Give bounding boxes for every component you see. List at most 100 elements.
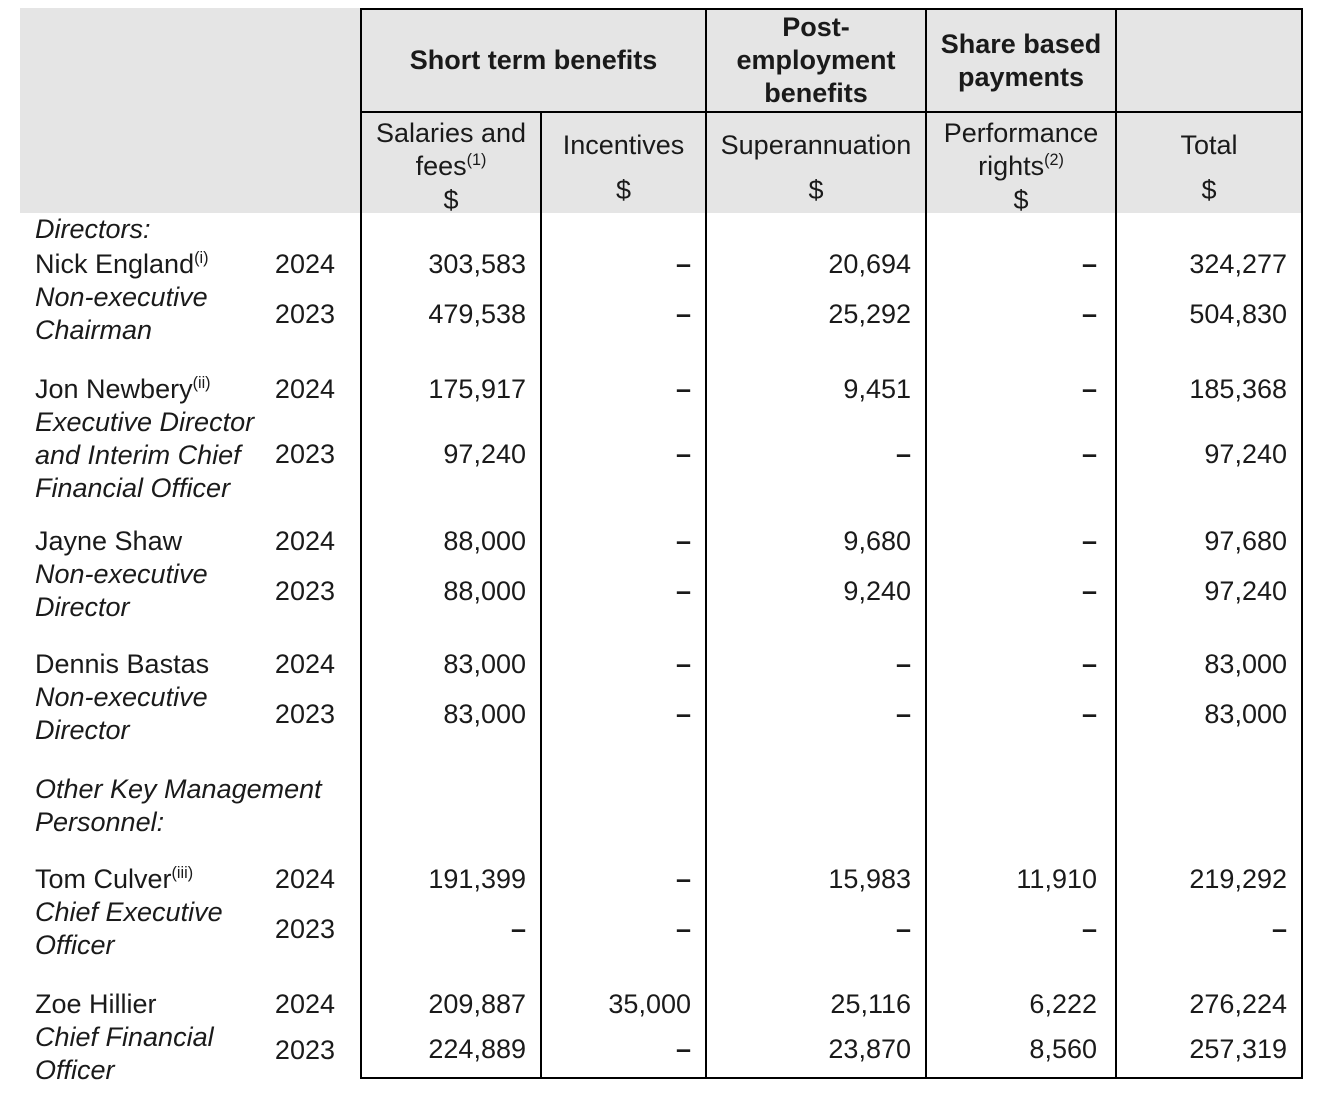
value-cell: 83,000	[1115, 648, 1303, 681]
person-name: Jon Newbery(ii)	[35, 374, 211, 404]
footnote-marker: (i)	[194, 249, 209, 267]
col-unit: $	[615, 175, 632, 205]
value-cell: 25,116	[705, 988, 925, 1021]
value-cell: 9,451	[705, 373, 925, 406]
value-cell: 20,694	[705, 248, 925, 281]
value-cell: 15,983	[705, 863, 925, 896]
value-cell: –	[540, 373, 705, 406]
value-cell: 209,887	[360, 988, 540, 1021]
value-cell: –	[705, 406, 925, 503]
year-label: 2023	[274, 1034, 335, 1065]
spacer	[1115, 624, 1303, 648]
value-cell: 97,240	[1115, 406, 1303, 503]
value-cell: 185,368	[1115, 373, 1303, 406]
spacer	[540, 503, 705, 525]
group-header-short-term-benefits: Short term benefits	[360, 8, 705, 113]
spacer	[925, 839, 1115, 863]
spacer	[20, 503, 360, 525]
col-unit: $	[1013, 185, 1029, 215]
person-row: Jayne Shaw 2024	[20, 525, 360, 558]
person-title: Non-executive Director	[35, 559, 208, 622]
value-cell: 25,292	[705, 281, 925, 347]
footnote-marker: (ii)	[192, 374, 211, 392]
footnote-marker: (1)	[466, 151, 487, 169]
spacer	[360, 962, 540, 988]
value-cell: –	[925, 681, 1115, 747]
person-row: Nick England(i) 2024	[20, 248, 360, 281]
person-row: Chief Executive Officer 2023	[20, 896, 360, 962]
year-label: 2024	[274, 249, 335, 279]
value-cell: –	[540, 281, 705, 347]
footnote-marker: (2)	[1044, 151, 1064, 169]
col-header-label: Incentives	[562, 129, 685, 160]
spacer	[360, 747, 540, 773]
person-name: Jayne Shaw	[35, 526, 183, 556]
spacer	[705, 962, 925, 988]
spacer	[705, 624, 925, 648]
value-cell: –	[1115, 896, 1303, 962]
col-header-performance-rights: Performance rights(2) $	[925, 113, 1115, 215]
col-header-incentives: Incentives $	[540, 113, 705, 213]
value-cell: 9,240	[705, 558, 925, 624]
value-cell: 9,680	[705, 525, 925, 558]
person-title: Non-executive Chairman	[35, 282, 208, 345]
spacer	[925, 747, 1115, 773]
value-cell: –	[925, 406, 1115, 503]
value-cell: 8,560	[925, 1021, 1115, 1079]
person-row: Chief Financial Officer 2023	[20, 1021, 360, 1085]
year-label: 2024	[274, 374, 335, 404]
spacer	[540, 624, 705, 648]
value-cell: 504,830	[1115, 281, 1303, 347]
spacer	[540, 347, 705, 373]
empty-cell	[360, 773, 540, 839]
spacer	[1115, 503, 1303, 525]
value-cell: 219,292	[1115, 863, 1303, 896]
value-cell: 88,000	[360, 525, 540, 558]
person-row: Non-executive Director 2023	[20, 558, 360, 624]
col-header-total: Total $	[1115, 113, 1303, 213]
year-label: 2024	[274, 864, 335, 894]
value-cell: –	[925, 281, 1115, 347]
spacer	[925, 503, 1115, 525]
value-cell: 324,277	[1115, 248, 1303, 281]
value-cell: 97,240	[360, 406, 540, 503]
year-label: 2023	[274, 439, 335, 469]
spacer	[360, 624, 540, 648]
empty-cell	[1115, 213, 1303, 248]
section-label-directors: Directors:	[35, 214, 151, 244]
value-cell: –	[925, 248, 1115, 281]
group-header-post-employment-benefits: Post-employment benefits	[705, 8, 925, 113]
spacer	[705, 503, 925, 525]
value-cell: –	[925, 558, 1115, 624]
spacer	[705, 747, 925, 773]
person-title: Non-executive Director	[35, 682, 208, 745]
value-cell: –	[925, 373, 1115, 406]
value-cell: –	[705, 648, 925, 681]
empty-cell	[705, 213, 925, 248]
empty-cell	[925, 773, 1115, 839]
value-cell: 276,224	[1115, 988, 1303, 1021]
person-name: Zoe Hillier	[35, 989, 157, 1019]
group-header-share-based-payments: Share based payments	[925, 8, 1115, 113]
value-cell: –	[705, 896, 925, 962]
col-header-label: Performance rights	[943, 118, 1099, 181]
value-cell: 479,538	[360, 281, 540, 347]
value-cell: 175,917	[360, 373, 540, 406]
value-cell: –	[540, 248, 705, 281]
value-cell: 257,319	[1115, 1021, 1303, 1079]
person-row: Tom Culver(iii) 2024	[20, 863, 360, 896]
value-cell: 83,000	[1115, 681, 1303, 747]
empty-cell	[360, 213, 540, 248]
empty-cell	[540, 213, 705, 248]
value-cell: 83,000	[360, 648, 540, 681]
value-cell: –	[540, 648, 705, 681]
value-cell: 35,000	[540, 988, 705, 1021]
value-cell: –	[540, 558, 705, 624]
col-header-salaries-and-fees: Salaries and fees(1) $	[360, 113, 540, 215]
spacer	[1115, 839, 1303, 863]
value-cell: –	[360, 896, 540, 962]
spacer	[925, 347, 1115, 373]
value-cell: –	[925, 648, 1115, 681]
value-cell: 97,680	[1115, 525, 1303, 558]
value-cell: –	[540, 896, 705, 962]
